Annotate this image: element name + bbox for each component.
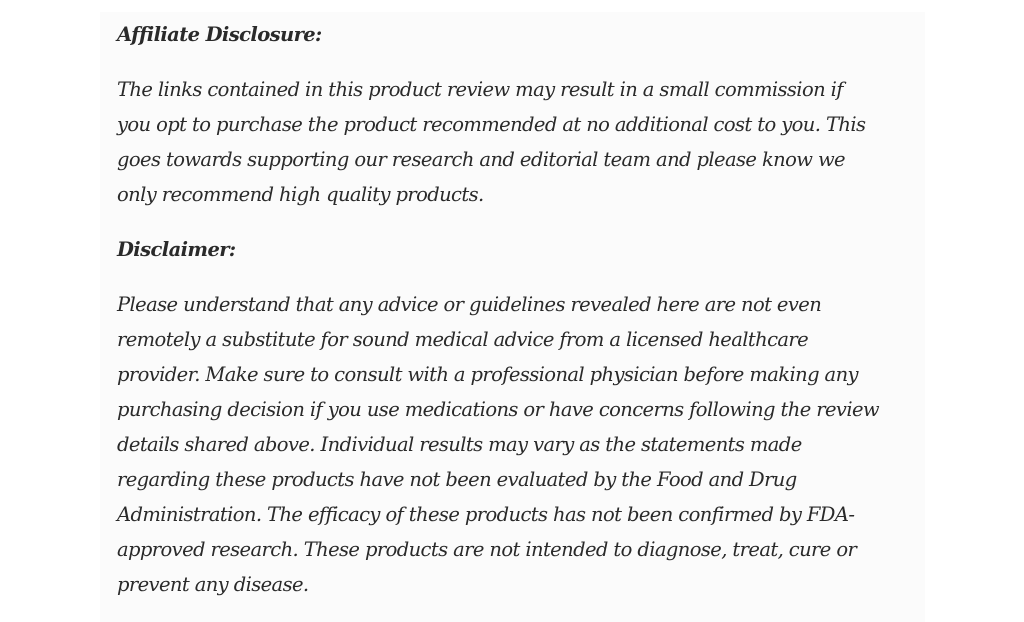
paragraph-line: provider. Make sure to consult with a pr…	[117, 363, 859, 386]
paragraph-line: regarding these products have not been e…	[117, 468, 797, 491]
paragraph-line: Please understand that any advice or gui…	[117, 293, 822, 316]
affiliate-heading: Affiliate Disclosure:	[117, 23, 322, 46]
paragraph-line: you opt to purchase the product recommen…	[117, 113, 866, 136]
disclosure-panel	[100, 12, 925, 622]
paragraph-line: prevent any disease.	[117, 573, 309, 596]
disclaimer-paragraph: Please understand that any advice or gui…	[117, 287, 880, 602]
paragraph-line: approved research. These products are no…	[117, 538, 857, 561]
disclosure-content: Affiliate Disclosure: The links containe…	[117, 17, 880, 602]
paragraph-line: purchasing decision if you use medicatio…	[117, 398, 880, 421]
paragraph-line: only recommend high quality products.	[117, 183, 484, 206]
paragraph-line: details shared above. Individual results…	[117, 433, 802, 456]
paragraph-line: remotely a substitute for sound medical …	[117, 328, 809, 351]
affiliate-paragraph: The links contained in this product revi…	[117, 72, 879, 212]
disclaimer-heading: Disclaimer:	[117, 238, 236, 261]
paragraph-line: Administration. The efficacy of these pr…	[117, 503, 855, 526]
paragraph-line: goes towards supporting our research and…	[117, 148, 846, 171]
paragraph-line: The links contained in this product revi…	[117, 78, 844, 101]
